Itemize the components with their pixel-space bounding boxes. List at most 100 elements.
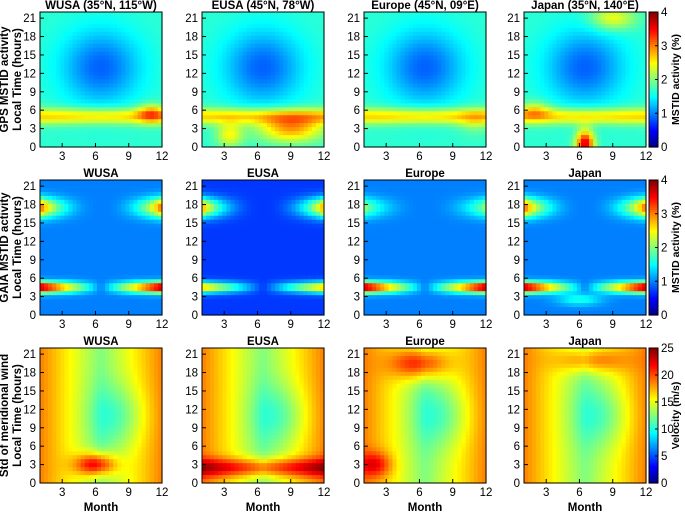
heatmap-cell xyxy=(315,12,321,17)
heatmap-cell xyxy=(68,303,74,308)
heatmap-cell xyxy=(149,79,155,85)
heatmap-cell xyxy=(40,131,45,136)
heatmap-cell xyxy=(295,131,301,136)
colorbar-swatch xyxy=(649,41,658,45)
heatmap-cell xyxy=(400,107,406,112)
heatmap-cell xyxy=(307,67,313,73)
heatmap-cell xyxy=(556,79,562,85)
heatmap-cell xyxy=(40,287,45,292)
heatmap-cell xyxy=(105,207,110,213)
heatmap-cell xyxy=(109,95,114,100)
heatmap-cell xyxy=(68,91,74,96)
heatmap-cell xyxy=(254,12,260,17)
heatmap-cell xyxy=(125,59,131,65)
heatmap-cell xyxy=(437,79,442,85)
heatmap-cell xyxy=(125,135,131,140)
heatmap-cell xyxy=(117,115,122,120)
heatmap-cell xyxy=(145,115,151,120)
heatmap-cell xyxy=(101,87,106,93)
heatmap-cell xyxy=(311,15,317,21)
heatmap-cell xyxy=(597,67,602,73)
heatmap-cell xyxy=(473,59,479,65)
heatmap-cell xyxy=(597,19,602,25)
heatmap-cell xyxy=(617,91,623,96)
heatmap-cell xyxy=(465,95,471,100)
heatmap-cell xyxy=(238,43,244,49)
heatmap-cell xyxy=(210,63,215,69)
heatmap-cell xyxy=(222,87,227,93)
heatmap-cell xyxy=(287,79,293,85)
heatmap-cell xyxy=(88,279,94,284)
heatmap-cell xyxy=(589,135,594,140)
heatmap-cell xyxy=(68,59,74,65)
heatmap-cell xyxy=(473,63,479,69)
heatmap-cell xyxy=(283,39,288,45)
heatmap-cell xyxy=(315,79,321,85)
colorbar-swatch xyxy=(649,86,658,90)
heatmap-cell xyxy=(279,43,284,49)
heatmap-cell xyxy=(60,19,65,25)
heatmap-cell xyxy=(441,103,446,108)
heatmap-cell xyxy=(641,59,647,65)
heatmap-cell xyxy=(568,127,574,132)
heatmap-cell xyxy=(117,91,122,96)
heatmap-cell xyxy=(80,23,86,29)
heatmap-cell xyxy=(585,99,590,104)
heatmap-cell xyxy=(528,59,533,65)
heatmap-cell xyxy=(68,291,74,296)
heatmap-cell xyxy=(287,99,293,104)
heatmap-cell xyxy=(125,211,131,217)
heatmap-cell xyxy=(548,127,554,132)
heatmap-cell xyxy=(44,239,49,245)
heatmap-cell xyxy=(637,47,643,53)
heatmap-cell xyxy=(56,91,61,96)
heatmap-cell xyxy=(92,263,98,268)
heatmap-cell xyxy=(149,12,155,17)
heatmap-cell xyxy=(117,23,122,29)
heatmap-cell xyxy=(80,267,86,272)
heatmap-cell xyxy=(56,219,61,225)
heatmap-cell xyxy=(145,107,151,112)
heatmap-cell xyxy=(214,35,219,41)
heatmap-cell xyxy=(589,35,594,41)
heatmap-cell xyxy=(449,143,455,148)
heatmap-cell xyxy=(56,31,61,37)
heatmap-cell xyxy=(202,103,207,108)
heatmap-cell xyxy=(532,91,537,96)
heatmap-cell xyxy=(556,119,562,124)
heatmap-cell xyxy=(580,107,586,112)
heatmap-cell xyxy=(388,63,394,69)
heatmap-cell xyxy=(307,135,313,140)
heatmap-cell xyxy=(44,111,49,116)
heatmap-cell xyxy=(222,43,227,49)
heatmap-cell xyxy=(117,295,122,300)
heatmap-cell xyxy=(408,19,414,25)
heatmap-cell xyxy=(621,103,627,108)
heatmap-cell xyxy=(101,231,106,237)
heatmap-cell xyxy=(453,23,459,29)
heatmap-cell xyxy=(72,63,78,69)
heatmap-cell xyxy=(68,191,74,197)
heatmap-cell xyxy=(437,95,442,100)
heatmap-cell xyxy=(230,23,236,29)
heatmap-cell xyxy=(267,43,272,49)
heatmap-cell xyxy=(76,180,82,185)
heatmap-cell xyxy=(80,183,86,189)
heatmap-cell xyxy=(113,275,118,280)
heatmap-cell xyxy=(287,35,293,41)
heatmap-cell xyxy=(267,67,272,73)
y-tick-label: 21 xyxy=(347,13,360,25)
heatmap-cell xyxy=(202,135,207,140)
heatmap-cell xyxy=(117,39,122,45)
heatmap-cell xyxy=(295,23,301,29)
heatmap-cell xyxy=(72,139,78,144)
heatmap-cell xyxy=(109,255,114,261)
heatmap-cell xyxy=(552,123,558,128)
heatmap-cell xyxy=(461,127,467,132)
heatmap-cell xyxy=(473,12,479,17)
heatmap-cell xyxy=(291,119,297,124)
heatmap-cell xyxy=(605,107,610,112)
heatmap-cell xyxy=(96,59,102,65)
heatmap-cell xyxy=(560,135,566,140)
heatmap-cell xyxy=(133,91,139,96)
